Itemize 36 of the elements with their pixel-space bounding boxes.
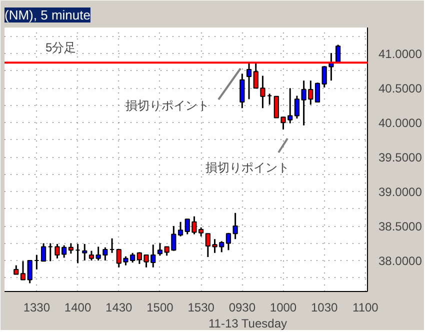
- candlestick: [232, 212, 238, 240]
- x-tick-label: 1400: [64, 300, 92, 314]
- candlestick: [246, 62, 252, 100]
- y-tick-label: 40.0000: [378, 116, 422, 130]
- x-tick-label: 1530: [188, 300, 215, 314]
- candlestick: [82, 243, 88, 262]
- candlestick: [178, 221, 184, 238]
- y-tick-label: 41.0000: [378, 47, 422, 62]
- x-tick-label: 1100: [352, 300, 379, 314]
- x-tick-label: 1330: [23, 300, 50, 314]
- x-tick-label: 1030: [311, 300, 338, 314]
- candlestick: [240, 72, 245, 109]
- candlestick: [96, 246, 101, 262]
- annotation: 5分足: [46, 40, 76, 54]
- x-tick-label: 1500: [146, 300, 174, 314]
- y-tick-label: 38.5000: [378, 220, 422, 234]
- candlestick: [102, 246, 108, 262]
- text: 11-13 Tuesday: [208, 316, 287, 330]
- x-tick-label: 0930: [228, 300, 256, 314]
- candlestick: [27, 260, 32, 284]
- annotation: 損切りポイント: [206, 160, 290, 174]
- candlestick: [226, 232, 232, 251]
- candlestick: [40, 242, 46, 262]
- x-tick-label: 1000: [270, 300, 297, 314]
- candlestick: [88, 250, 94, 262]
- y-tick-label: 39.0000: [378, 185, 422, 200]
- y-tick-label: 38.0000: [378, 254, 422, 268]
- candlestick: [314, 82, 320, 103]
- candlestick: [157, 242, 163, 256]
- y-tick-label: 39.5000: [378, 150, 422, 165]
- y-tick-label: 40.5000: [378, 82, 422, 96]
- chart-title: (NM), 5 minute: [4, 8, 90, 22]
- x-tick-label: 1430: [106, 300, 133, 314]
- annotation: 損切りポイント: [126, 98, 210, 112]
- candlestick: [68, 242, 74, 254]
- candlestick: [20, 260, 26, 281]
